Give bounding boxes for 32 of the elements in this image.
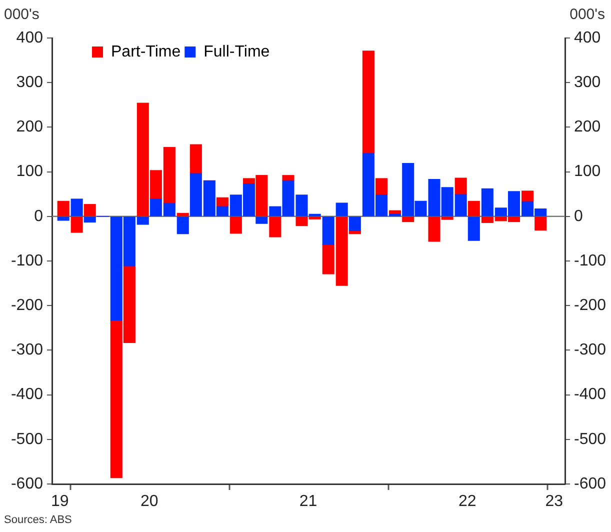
y2-tick-label: 200	[574, 118, 601, 136]
source-note: Sources: ABS	[4, 514, 72, 526]
y-axis-title: 000's	[4, 6, 40, 23]
y2-tick-label: -500	[574, 430, 606, 448]
y-tick-label: 300	[16, 74, 44, 92]
y-tick-label: -500	[10, 430, 44, 448]
y2-tick-label: -100	[574, 252, 606, 270]
legend-label: Full-Time	[204, 43, 270, 60]
y-tick-label: -200	[10, 297, 44, 314]
x-tick-label: 19	[50, 493, 69, 510]
y-tick-label: 400	[16, 29, 44, 46]
y2-axis-title: 000's	[570, 6, 605, 23]
y-tick-label: -300	[10, 342, 44, 359]
x-tick-label: 20	[140, 493, 158, 510]
y-tick-label: 100	[16, 163, 44, 180]
y2-tick-label: -400	[574, 386, 606, 404]
legend-label: Part-Time	[111, 43, 181, 60]
y-tick-label: 200	[16, 118, 44, 136]
x-tick-label: 23	[545, 493, 564, 510]
y-tick-label: -600	[10, 475, 44, 492]
y-tick-label: -100	[10, 252, 44, 270]
x-tick-label: 22	[458, 493, 476, 510]
y-tick-label: 0	[34, 208, 44, 225]
y2-tick-label: 100	[574, 163, 601, 180]
y-tick-label: -400	[10, 386, 44, 404]
y2-tick-label: -300	[574, 342, 606, 359]
y2-tick-label: 400	[574, 29, 601, 46]
y2-tick-label: -200	[574, 297, 606, 314]
y2-tick-label: 300	[574, 74, 601, 92]
y2-tick-label: 0	[574, 208, 583, 225]
y2-tick-label: -600	[574, 475, 606, 492]
x-tick-label: 21	[299, 493, 318, 510]
